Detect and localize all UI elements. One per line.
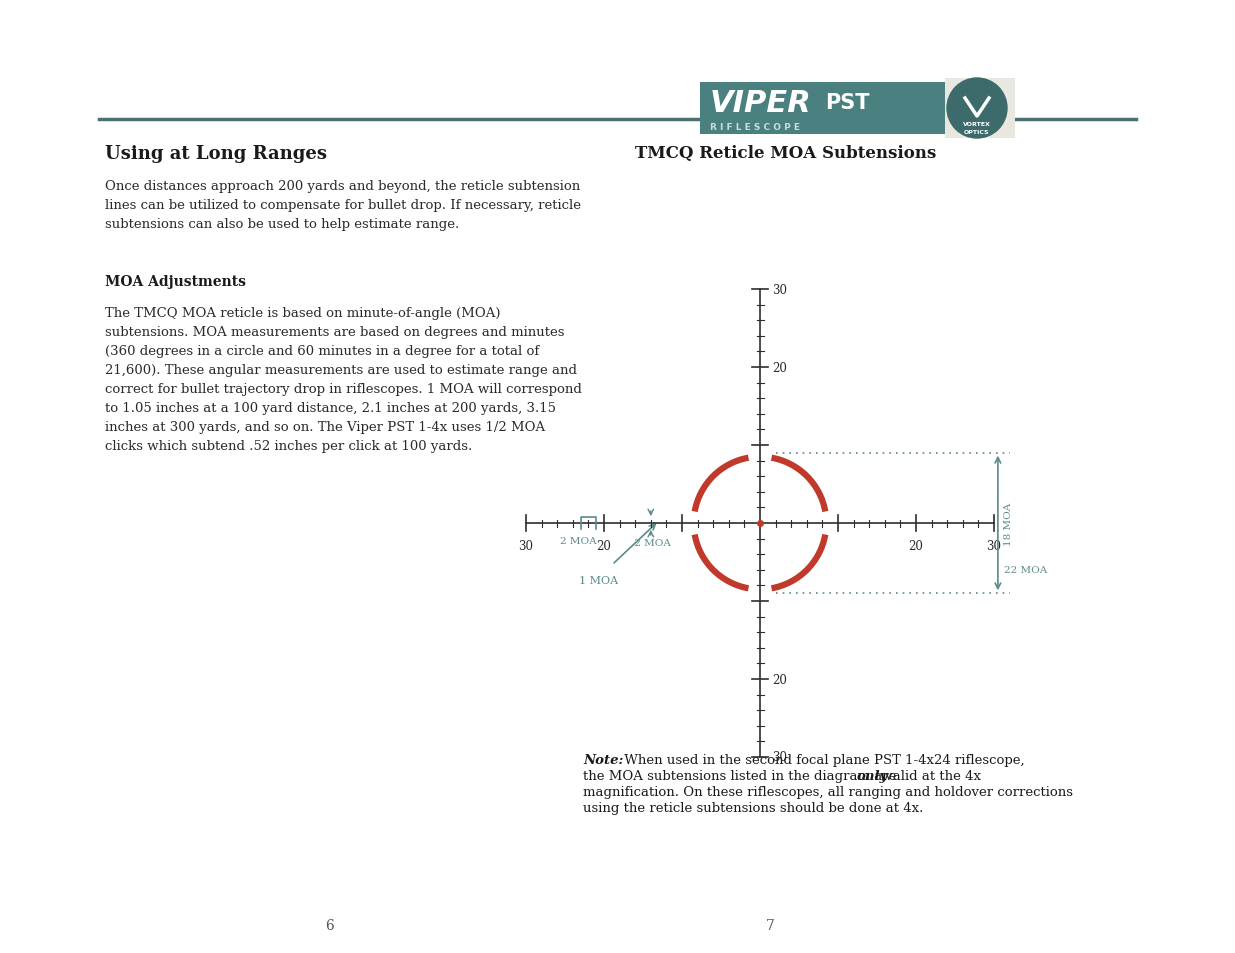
Text: 7: 7	[766, 918, 774, 932]
Text: 1 MOA: 1 MOA	[579, 576, 619, 585]
Bar	[945, 79, 1015, 139]
Text: Using at Long Ranges: Using at Long Ranges	[105, 145, 327, 163]
Text: 30: 30	[772, 751, 787, 763]
Text: R I F L E S C O P E: R I F L E S C O P E	[710, 122, 800, 132]
Text: Note:: Note:	[583, 753, 624, 766]
Text: 20: 20	[772, 673, 787, 686]
Text: only: only	[857, 769, 888, 782]
Text: using the reticle subtensions should be done at 4x.: using the reticle subtensions should be …	[583, 801, 924, 814]
Text: OPTICS: OPTICS	[965, 130, 989, 134]
Bar	[700, 83, 945, 135]
Text: 30: 30	[772, 283, 787, 296]
Text: valid at the 4x: valid at the 4x	[881, 769, 981, 782]
Text: 22 MOA: 22 MOA	[1004, 566, 1047, 575]
Text: the MOA subtensions listed in the diagram are: the MOA subtensions listed in the diagra…	[583, 769, 900, 782]
Text: 30: 30	[519, 539, 534, 553]
Text: The TMCQ MOA reticle is based on minute-of-angle (MOA)
subtensions. MOA measurem: The TMCQ MOA reticle is based on minute-…	[105, 307, 582, 453]
Text: VORTEX: VORTEX	[963, 122, 990, 128]
Text: VIPER: VIPER	[710, 89, 811, 117]
Text: TMCQ Reticle MOA Subtensions: TMCQ Reticle MOA Subtensions	[635, 145, 936, 162]
Text: 20: 20	[909, 539, 924, 553]
Text: .2 MOA: .2 MOA	[631, 538, 671, 547]
Text: 6: 6	[326, 918, 335, 932]
Text: 30: 30	[987, 539, 1002, 553]
Text: 2 MOA: 2 MOA	[561, 537, 597, 545]
Text: 18 MOA: 18 MOA	[1004, 502, 1013, 545]
Text: magnification. On these riflescopes, all ranging and holdover corrections: magnification. On these riflescopes, all…	[583, 785, 1073, 799]
Text: PST: PST	[825, 92, 869, 112]
Circle shape	[947, 79, 1007, 139]
Text: When used in the second focal plane PST 1-4x24 riflescope,: When used in the second focal plane PST …	[620, 753, 1025, 766]
Text: 20: 20	[597, 539, 611, 553]
Text: 20: 20	[772, 361, 787, 375]
Text: Once distances approach 200 yards and beyond, the reticle subtension
lines can b: Once distances approach 200 yards and be…	[105, 180, 580, 231]
Text: MOA Adjustments: MOA Adjustments	[105, 274, 246, 289]
